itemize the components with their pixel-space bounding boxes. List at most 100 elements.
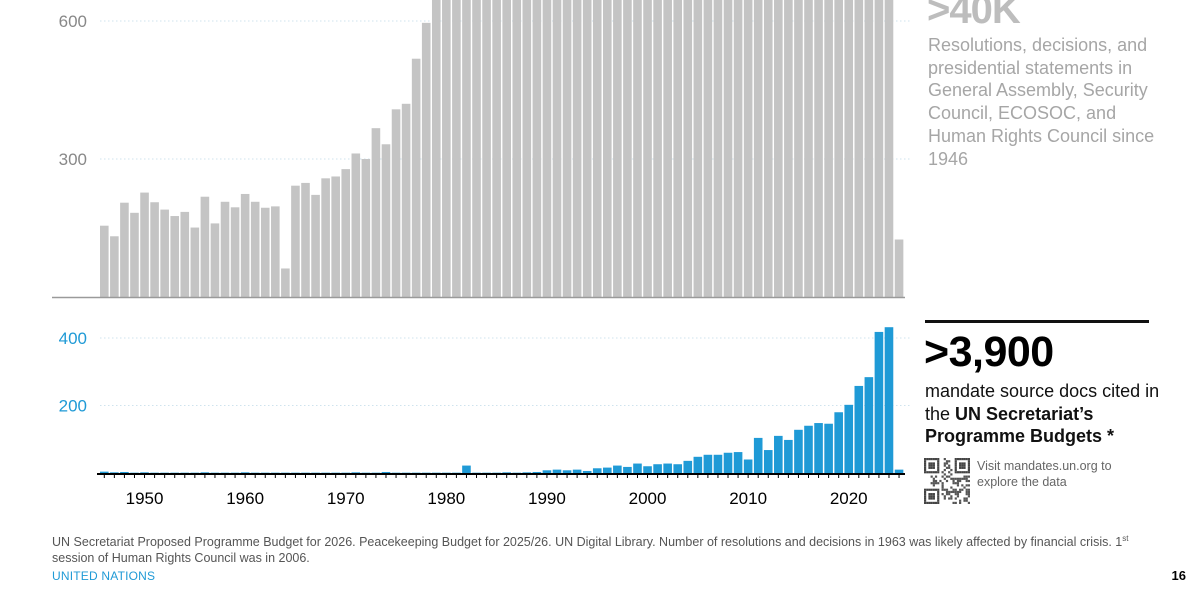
- qr-module: [943, 473, 946, 476]
- qr-module: [937, 464, 940, 467]
- top-bar: [130, 212, 139, 297]
- qr-module: [948, 475, 951, 478]
- top-bar: [401, 103, 411, 297]
- qr-module: [952, 479, 955, 483]
- qr-module: [932, 501, 935, 504]
- bottom-bar: [703, 454, 713, 473]
- qr-module: [967, 490, 970, 494]
- qr-module: [928, 458, 931, 461]
- qr-module: [967, 464, 970, 467]
- qr-module: [932, 497, 935, 500]
- qr-module: [950, 497, 953, 500]
- top-bar: [321, 178, 330, 297]
- qr-module: [924, 468, 927, 472]
- qr-code-icon[interactable]: [924, 458, 970, 504]
- top-bar: [200, 196, 210, 297]
- bottom-bar: [381, 471, 391, 473]
- bottom-bar: [552, 469, 562, 473]
- stat-divider: [925, 320, 1149, 323]
- qr-module: [924, 497, 927, 500]
- bottom-bar: [351, 472, 361, 473]
- bottom-bar: [643, 466, 652, 473]
- top-bar: [784, 0, 793, 297]
- qr-module: [937, 493, 940, 496]
- bottom-bar: [592, 468, 602, 473]
- qr-module: [948, 466, 951, 469]
- bottom-bar: [784, 439, 793, 473]
- top-bar: [250, 201, 260, 297]
- qr-module: [941, 488, 944, 491]
- top-bar: [562, 0, 572, 297]
- qr-module: [945, 493, 949, 496]
- top-bar: [824, 0, 833, 297]
- qr-module: [959, 501, 962, 504]
- top-bar: [421, 22, 431, 298]
- bottom-bar: [884, 327, 894, 473]
- bottom-bar: [110, 472, 119, 473]
- qr-module: [924, 488, 927, 491]
- qr-module: [965, 493, 968, 496]
- qr-module: [948, 464, 951, 467]
- bottom-bar: [743, 459, 753, 473]
- qr-module: [959, 464, 962, 467]
- footer-organization: UNITED NATIONS: [52, 569, 156, 583]
- bottom-bar: [623, 466, 632, 473]
- qr-module: [934, 501, 938, 504]
- top-bar: [663, 0, 672, 297]
- qr-module: [948, 497, 951, 500]
- qr-module: [926, 458, 929, 461]
- x-tick-label: 1970: [327, 489, 365, 508]
- qr-module: [924, 501, 927, 504]
- qr-module: [924, 466, 927, 469]
- qr-module: [965, 490, 968, 494]
- qr-module: [954, 493, 957, 496]
- bottom-bar: [562, 470, 572, 473]
- x-tick-label: 1960: [226, 489, 264, 508]
- qr-module: [952, 488, 955, 491]
- qr-module: [954, 460, 957, 463]
- qr-module: [943, 488, 946, 491]
- top-bar: [713, 0, 723, 297]
- qr-module: [954, 458, 957, 461]
- qr-module: [937, 499, 940, 502]
- x-tick-label: 1990: [528, 489, 566, 508]
- stat-mandates-value: >3,900: [924, 328, 1054, 376]
- qr-module: [941, 486, 944, 489]
- qr-module: [963, 458, 966, 461]
- source-footnote: UN Secretariat Proposed Programme Budget…: [52, 531, 1132, 566]
- qr-module: [965, 488, 968, 491]
- bottom-y-tick-label: 400: [59, 329, 87, 348]
- top-bar: [442, 0, 451, 297]
- qr-module: [934, 482, 938, 485]
- qr-module: [965, 484, 968, 487]
- qr-module: [959, 477, 962, 480]
- top-bar: [643, 0, 652, 297]
- qr-module: [950, 468, 953, 472]
- qr-module: [945, 490, 949, 494]
- qr-module: [954, 490, 957, 494]
- bottom-bar: [753, 437, 763, 473]
- x-tick-label: 2020: [830, 489, 868, 508]
- top-bar: [673, 0, 683, 297]
- qr-module: [959, 471, 962, 474]
- qr-module: [945, 479, 949, 483]
- top-bar: [623, 0, 632, 297]
- qr-module: [924, 464, 927, 467]
- bottom-bar: [693, 456, 703, 473]
- qr-module: [930, 458, 933, 461]
- top-bar: [552, 0, 562, 297]
- qr-module: [956, 490, 960, 494]
- qr-module: [937, 458, 940, 461]
- bottom-bar: [723, 452, 733, 473]
- top-bar: [894, 239, 904, 297]
- stat-total-description: Resolutions, decisions, and presidential…: [928, 35, 1155, 169]
- bottom-bar: [713, 454, 723, 473]
- qr-module: [943, 458, 946, 461]
- top-bar: [371, 128, 381, 297]
- qr-module: [943, 497, 946, 500]
- qr-module: [928, 464, 931, 467]
- qr-module: [954, 482, 957, 485]
- bottom-bar: [834, 412, 843, 473]
- qr-module: [965, 471, 968, 474]
